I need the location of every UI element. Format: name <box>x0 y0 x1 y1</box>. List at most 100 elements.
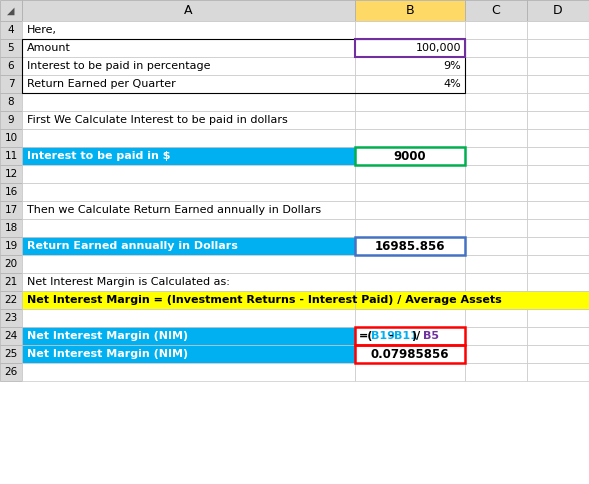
Bar <box>22 93 355 111</box>
Bar <box>0 39 22 57</box>
Text: First We Calculate Interest to be paid in dollars: First We Calculate Interest to be paid i… <box>27 115 288 125</box>
Bar <box>355 345 465 363</box>
Bar <box>527 345 589 363</box>
Text: 11: 11 <box>4 151 18 161</box>
Bar <box>465 0 527 21</box>
Text: Then we Calculate Return Earned annually in Dollars: Then we Calculate Return Earned annually… <box>27 205 321 215</box>
Bar <box>527 75 589 93</box>
Bar <box>22 291 355 309</box>
Bar <box>22 111 355 129</box>
Bar <box>527 309 589 327</box>
Text: =(: =( <box>359 331 373 341</box>
Text: B19: B19 <box>370 331 395 341</box>
Bar <box>0 237 22 255</box>
Text: B5: B5 <box>423 331 439 341</box>
Text: 4%: 4% <box>444 79 461 89</box>
Bar <box>22 75 355 93</box>
Bar <box>22 0 355 21</box>
Bar <box>527 327 589 345</box>
Text: Here,: Here, <box>27 25 57 35</box>
Bar <box>527 219 589 237</box>
Bar <box>355 201 465 219</box>
Text: -: - <box>388 331 393 341</box>
Bar <box>355 237 465 255</box>
Bar <box>527 201 589 219</box>
Bar <box>527 237 589 255</box>
Bar <box>0 75 22 93</box>
Bar <box>465 183 527 201</box>
Bar <box>465 75 527 93</box>
Text: Interest to be paid in percentage: Interest to be paid in percentage <box>27 61 210 71</box>
Bar <box>0 165 22 183</box>
Text: 5: 5 <box>8 43 14 53</box>
Bar <box>0 21 22 39</box>
Text: B11: B11 <box>394 331 418 341</box>
Text: Net Interest Margin (NIM): Net Interest Margin (NIM) <box>27 331 188 341</box>
Bar <box>527 93 589 111</box>
Bar <box>22 219 355 237</box>
Text: Return Earned annually in Dollars: Return Earned annually in Dollars <box>27 241 238 251</box>
Text: 25: 25 <box>4 349 18 359</box>
Text: 20: 20 <box>5 259 18 269</box>
Bar <box>465 219 527 237</box>
Text: 9: 9 <box>8 115 14 125</box>
Bar <box>22 57 355 75</box>
Bar <box>22 21 355 39</box>
Text: Interest to be paid in $: Interest to be paid in $ <box>27 151 170 161</box>
Bar <box>22 237 355 255</box>
Text: 8: 8 <box>8 97 14 107</box>
Bar <box>527 0 589 21</box>
Bar <box>0 291 22 309</box>
Bar <box>355 273 465 291</box>
Bar <box>0 309 22 327</box>
Bar <box>0 57 22 75</box>
Text: 22: 22 <box>4 295 18 305</box>
Bar <box>355 309 465 327</box>
Bar <box>527 21 589 39</box>
Text: 17: 17 <box>4 205 18 215</box>
Bar <box>527 39 589 57</box>
Text: 16: 16 <box>4 187 18 197</box>
Bar <box>465 129 527 147</box>
Bar <box>355 21 465 39</box>
Text: 16985.856: 16985.856 <box>375 240 445 253</box>
Bar <box>355 291 465 309</box>
Text: 19: 19 <box>4 241 18 251</box>
Bar <box>465 273 527 291</box>
Text: D: D <box>553 4 563 17</box>
Bar <box>22 255 355 273</box>
Text: Net Interest Margin is Calculated as:: Net Interest Margin is Calculated as: <box>27 277 230 287</box>
Bar <box>355 93 465 111</box>
Bar <box>22 309 355 327</box>
Text: Net Interest Margin (NIM): Net Interest Margin (NIM) <box>27 349 188 359</box>
Bar <box>22 129 355 147</box>
Bar <box>465 111 527 129</box>
Bar <box>465 327 527 345</box>
Bar <box>527 147 589 165</box>
Bar <box>0 147 22 165</box>
Bar <box>465 237 527 255</box>
Bar <box>0 273 22 291</box>
Bar <box>465 201 527 219</box>
Text: 6: 6 <box>8 61 14 71</box>
Bar <box>0 255 22 273</box>
Bar <box>355 363 465 381</box>
Text: 100,000: 100,000 <box>415 43 461 53</box>
Text: )/: )/ <box>411 331 421 341</box>
Text: C: C <box>492 4 501 17</box>
Bar <box>527 57 589 75</box>
Text: A: A <box>184 4 193 17</box>
Text: 26: 26 <box>4 367 18 377</box>
Bar <box>22 165 355 183</box>
Bar <box>527 111 589 129</box>
Bar <box>355 327 465 345</box>
Bar <box>355 147 465 165</box>
Bar <box>22 39 465 93</box>
Text: 0.07985856: 0.07985856 <box>370 348 449 361</box>
Bar <box>465 363 527 381</box>
Bar <box>355 129 465 147</box>
Bar <box>465 93 527 111</box>
Bar <box>0 129 22 147</box>
Bar <box>22 327 355 345</box>
Bar <box>355 147 465 165</box>
